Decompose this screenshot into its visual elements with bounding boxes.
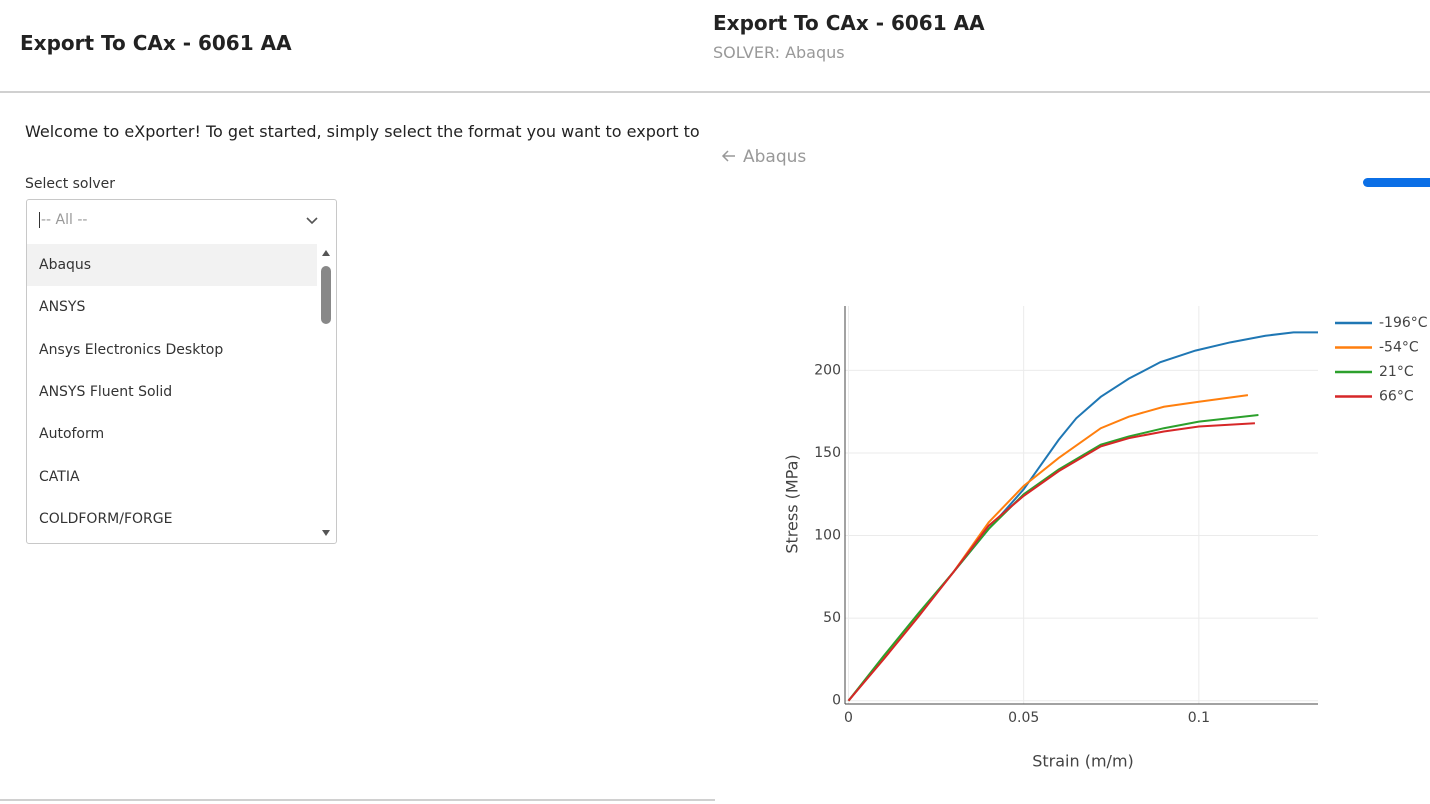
series-line xyxy=(847,414,1259,702)
x-tick-label: 0.1 xyxy=(1188,710,1210,726)
legend-label: -54°C xyxy=(1379,340,1419,356)
header-divider xyxy=(0,91,1430,93)
y-axis-title: Stress (MPa) xyxy=(783,454,802,553)
scrollbar[interactable] xyxy=(317,244,335,544)
legend-label: 21°C xyxy=(1379,364,1414,380)
solver-option[interactable]: ANSYS Fluent Solid xyxy=(39,383,173,400)
y-tick-label: 50 xyxy=(823,610,841,626)
y-tick-label: 0 xyxy=(832,693,841,709)
solver-option[interactable]: CATIA xyxy=(39,468,80,485)
left-title: Export To CAx - 6061 AA xyxy=(20,31,292,55)
progress-bar xyxy=(1363,178,1430,187)
x-axis-title: Strain (m/m) xyxy=(1032,752,1134,771)
select-placeholder[interactable]: -- All -- xyxy=(39,212,88,228)
solver-option[interactable]: Abaqus xyxy=(27,244,317,286)
x-tick-label: 0 xyxy=(844,710,853,726)
right-subtitle: SOLVER: Abaqus xyxy=(713,43,845,62)
y-tick-label: 150 xyxy=(814,445,841,461)
solver-select[interactable]: -- All -- Abaqus ANSYS Ansys Electronics D… xyxy=(26,199,337,544)
series-line xyxy=(847,394,1249,702)
legend-label: 66°C xyxy=(1379,389,1414,405)
solver-option[interactable]: Ansys Electronics Desktop xyxy=(39,341,224,358)
series-line xyxy=(847,422,1255,702)
welcome-text: Welcome to eXporter! To get started, sim… xyxy=(25,122,700,141)
back-link[interactable]: Abaqus xyxy=(743,147,807,167)
bottom-divider xyxy=(0,799,715,801)
select-label: Select solver xyxy=(25,176,116,192)
x-tick-label: 0.05 xyxy=(1008,710,1039,726)
y-tick-label: 200 xyxy=(814,362,841,378)
legend-label: -196°C xyxy=(1379,315,1428,331)
solver-option[interactable]: COLDFORM/FORGE xyxy=(39,510,173,527)
back-arrow[interactable] xyxy=(721,149,737,163)
solver-option[interactable]: Autoform xyxy=(39,426,105,443)
solver-option[interactable]: ANSYS xyxy=(39,299,86,316)
chevron-icon[interactable] xyxy=(305,216,319,226)
y-tick-label: 100 xyxy=(814,528,841,544)
series-line xyxy=(847,331,1318,702)
right-title: Export To CAx - 6061 AA xyxy=(713,11,985,35)
